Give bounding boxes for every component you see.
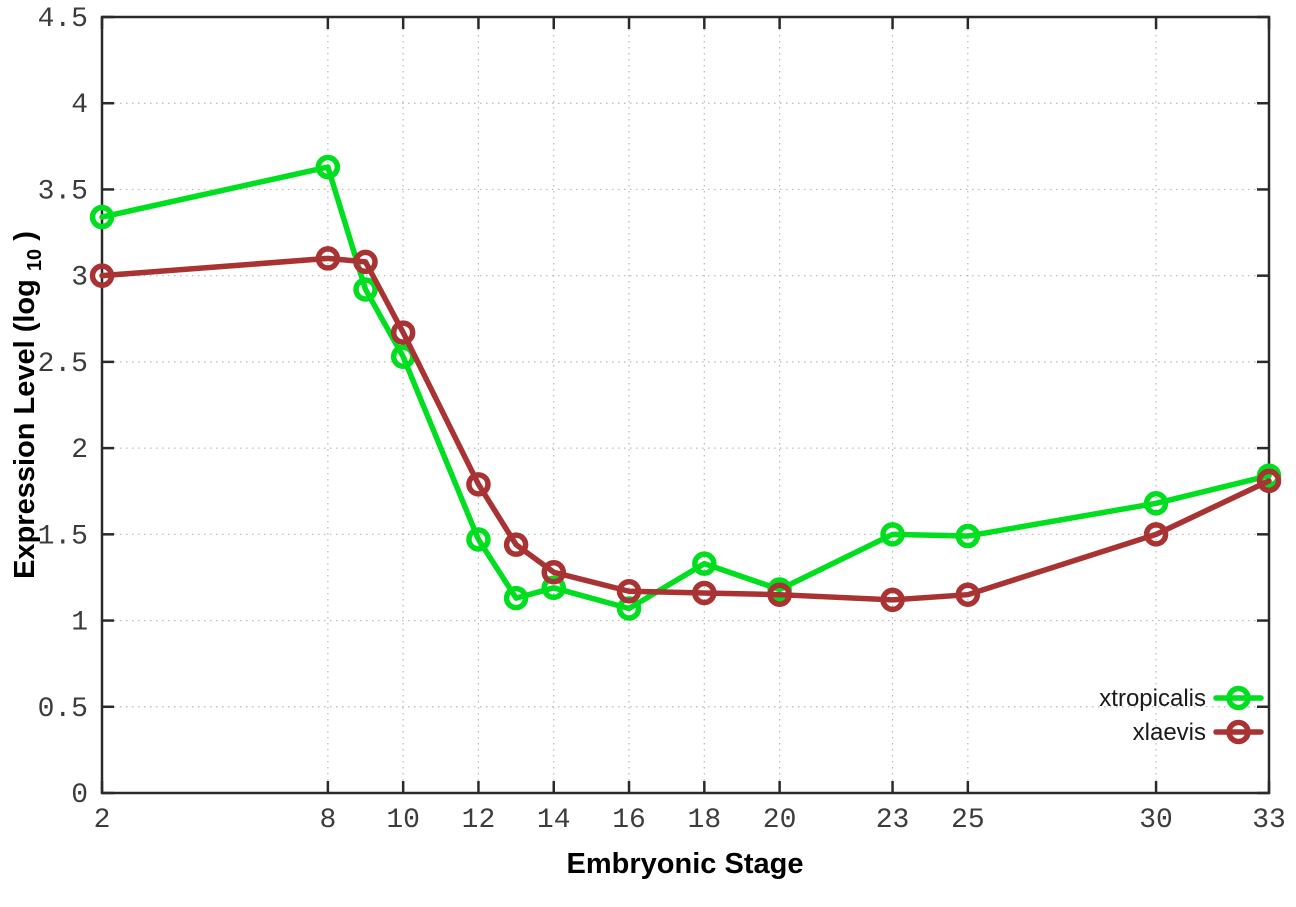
axis-ticks <box>100 15 1271 795</box>
data-point-xlaevis <box>955 582 981 607</box>
x-tick-label: 10 <box>386 805 420 836</box>
x-tick-label: 16 <box>612 805 646 836</box>
data-series <box>89 154 1282 621</box>
data-point-xlaevis <box>1256 468 1282 494</box>
x-tick-label: 30 <box>1139 805 1173 836</box>
data-point-xtropicalis <box>955 523 981 549</box>
data-point-xlaevis <box>390 320 416 345</box>
y-axis-title-close: ) <box>9 231 41 241</box>
legend: xtropicalis xlaevis <box>1099 685 1264 746</box>
y-tick-label: 1.5 <box>38 521 88 552</box>
legend-item-xlaevis: xlaevis <box>1133 719 1264 746</box>
x-tick-label: 8 <box>319 805 336 836</box>
x-tick-label: 2 <box>94 805 111 836</box>
series-xlaevis <box>89 246 1282 613</box>
y-tick-label: 2 <box>71 435 88 466</box>
series-line-xlaevis <box>99 255 1272 603</box>
legend-marker-xlaevis <box>1226 719 1251 745</box>
x-tick-label: 20 <box>763 805 797 836</box>
axis-tick-labels: 0 0.5 1 1.5 2 2.5 3 3.5 4 4.5 2 8 10 12 14 16 18 20 23 25 30… <box>38 4 1286 836</box>
plot-border <box>100 15 1271 795</box>
x-axis-title: Embryonic Stage <box>567 848 804 880</box>
legend-marker-xtropicalis <box>1226 685 1251 711</box>
data-point-xtropicalis <box>353 277 378 302</box>
data-point-xtropicalis <box>1143 491 1169 516</box>
y-axis-title-main: Expression Level (log <box>9 279 41 579</box>
data-point-xlaevis <box>616 578 642 604</box>
gridlines <box>102 17 1269 793</box>
y-tick-label: 3 <box>71 263 88 294</box>
y-axis-title: Expression Level (log 10 ) <box>9 231 48 579</box>
series-xtropicalis <box>89 154 1282 621</box>
y-tick-label: 4.5 <box>38 4 88 35</box>
y-tick-label: 0 <box>71 780 88 811</box>
data-point-xlaevis <box>880 587 905 613</box>
y-tick-label: 0.5 <box>38 694 88 725</box>
data-point-xtropicalis <box>89 204 115 230</box>
data-point-xlaevis <box>89 263 115 288</box>
x-tick-label: 18 <box>688 805 722 836</box>
data-point-xlaevis <box>353 249 378 275</box>
x-tick-label: 12 <box>462 805 496 836</box>
y-tick-label: 3.5 <box>38 176 88 207</box>
data-point-xtropicalis <box>880 522 905 547</box>
data-point-xtropicalis <box>692 551 717 576</box>
legend-label-xlaevis: xlaevis <box>1133 719 1206 746</box>
data-point-xlaevis <box>541 560 566 585</box>
series-line-xtropicalis <box>99 164 1272 612</box>
y-tick-label: 4 <box>71 90 88 121</box>
plot-frame <box>100 15 1271 795</box>
data-point-xlaevis <box>315 246 341 271</box>
x-tick-label: 25 <box>951 805 985 836</box>
x-tick-label: 14 <box>537 805 571 836</box>
data-point-xtropicalis <box>503 585 529 611</box>
legend-item-xtropicalis: xtropicalis <box>1099 685 1264 712</box>
x-tick-label: 33 <box>1252 805 1286 836</box>
data-point-xlaevis <box>466 472 491 497</box>
data-point-xlaevis <box>1143 522 1169 547</box>
data-point-xlaevis <box>692 580 717 606</box>
data-point-xtropicalis <box>541 575 566 601</box>
y-tick-label: 1 <box>71 608 88 639</box>
x-tick-label: 23 <box>876 805 910 836</box>
legend-label-xtropicalis: xtropicalis <box>1099 685 1206 712</box>
data-point-xlaevis <box>503 532 529 557</box>
data-point-xtropicalis <box>466 527 491 552</box>
data-point-xlaevis <box>767 582 792 607</box>
data-point-xtropicalis <box>315 154 341 180</box>
y-tick-label: 2.5 <box>38 349 88 380</box>
y-axis-title-subscript: 10 <box>24 249 46 271</box>
